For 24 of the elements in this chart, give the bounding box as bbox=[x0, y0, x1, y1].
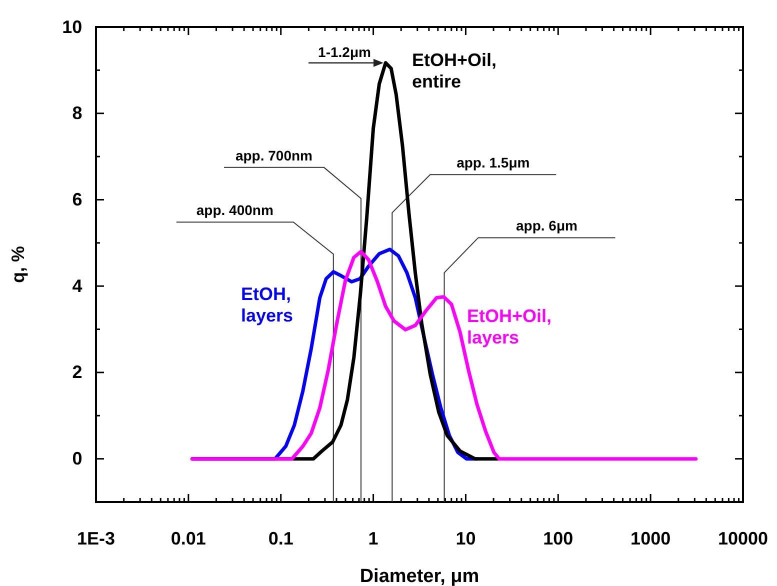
x-tick-label: 1 bbox=[368, 528, 378, 549]
y-tick-label: 0 bbox=[72, 448, 82, 469]
x-tick-label: 1E-3 bbox=[76, 528, 116, 549]
x-tick-label: 10000 bbox=[718, 528, 768, 549]
y-tick-label: 2 bbox=[72, 362, 82, 382]
ref-line-label: app. 1.5μm bbox=[456, 154, 530, 171]
x-axis-title: Diameter, μm bbox=[360, 566, 480, 586]
x-tick-label: 100 bbox=[543, 528, 574, 549]
series-label: EtOH, layers bbox=[241, 284, 294, 326]
x-tick-label: 1000 bbox=[630, 528, 671, 549]
x-tick-label: 10 bbox=[456, 528, 476, 549]
y-axis-title: q, % bbox=[8, 246, 28, 284]
y-tick-label: 10 bbox=[62, 16, 82, 37]
ref-line-label: app. 6μm bbox=[516, 218, 578, 234]
ref-line-label: app. 400nm bbox=[196, 202, 274, 218]
ref-line-label: app. 700nm bbox=[235, 147, 312, 164]
series-label: EtOH+Oil, layers bbox=[467, 306, 552, 348]
y-tick-label: 6 bbox=[72, 189, 82, 210]
y-tick-label: 4 bbox=[72, 276, 82, 296]
y-tick-label: 8 bbox=[72, 103, 82, 124]
x-tick-label: 0.01 bbox=[170, 528, 206, 549]
series-label: EtOH+Oil, entire bbox=[412, 50, 497, 92]
x-tick-label: 0.1 bbox=[268, 528, 294, 549]
annotation: 1-1.2μm bbox=[318, 44, 371, 60]
